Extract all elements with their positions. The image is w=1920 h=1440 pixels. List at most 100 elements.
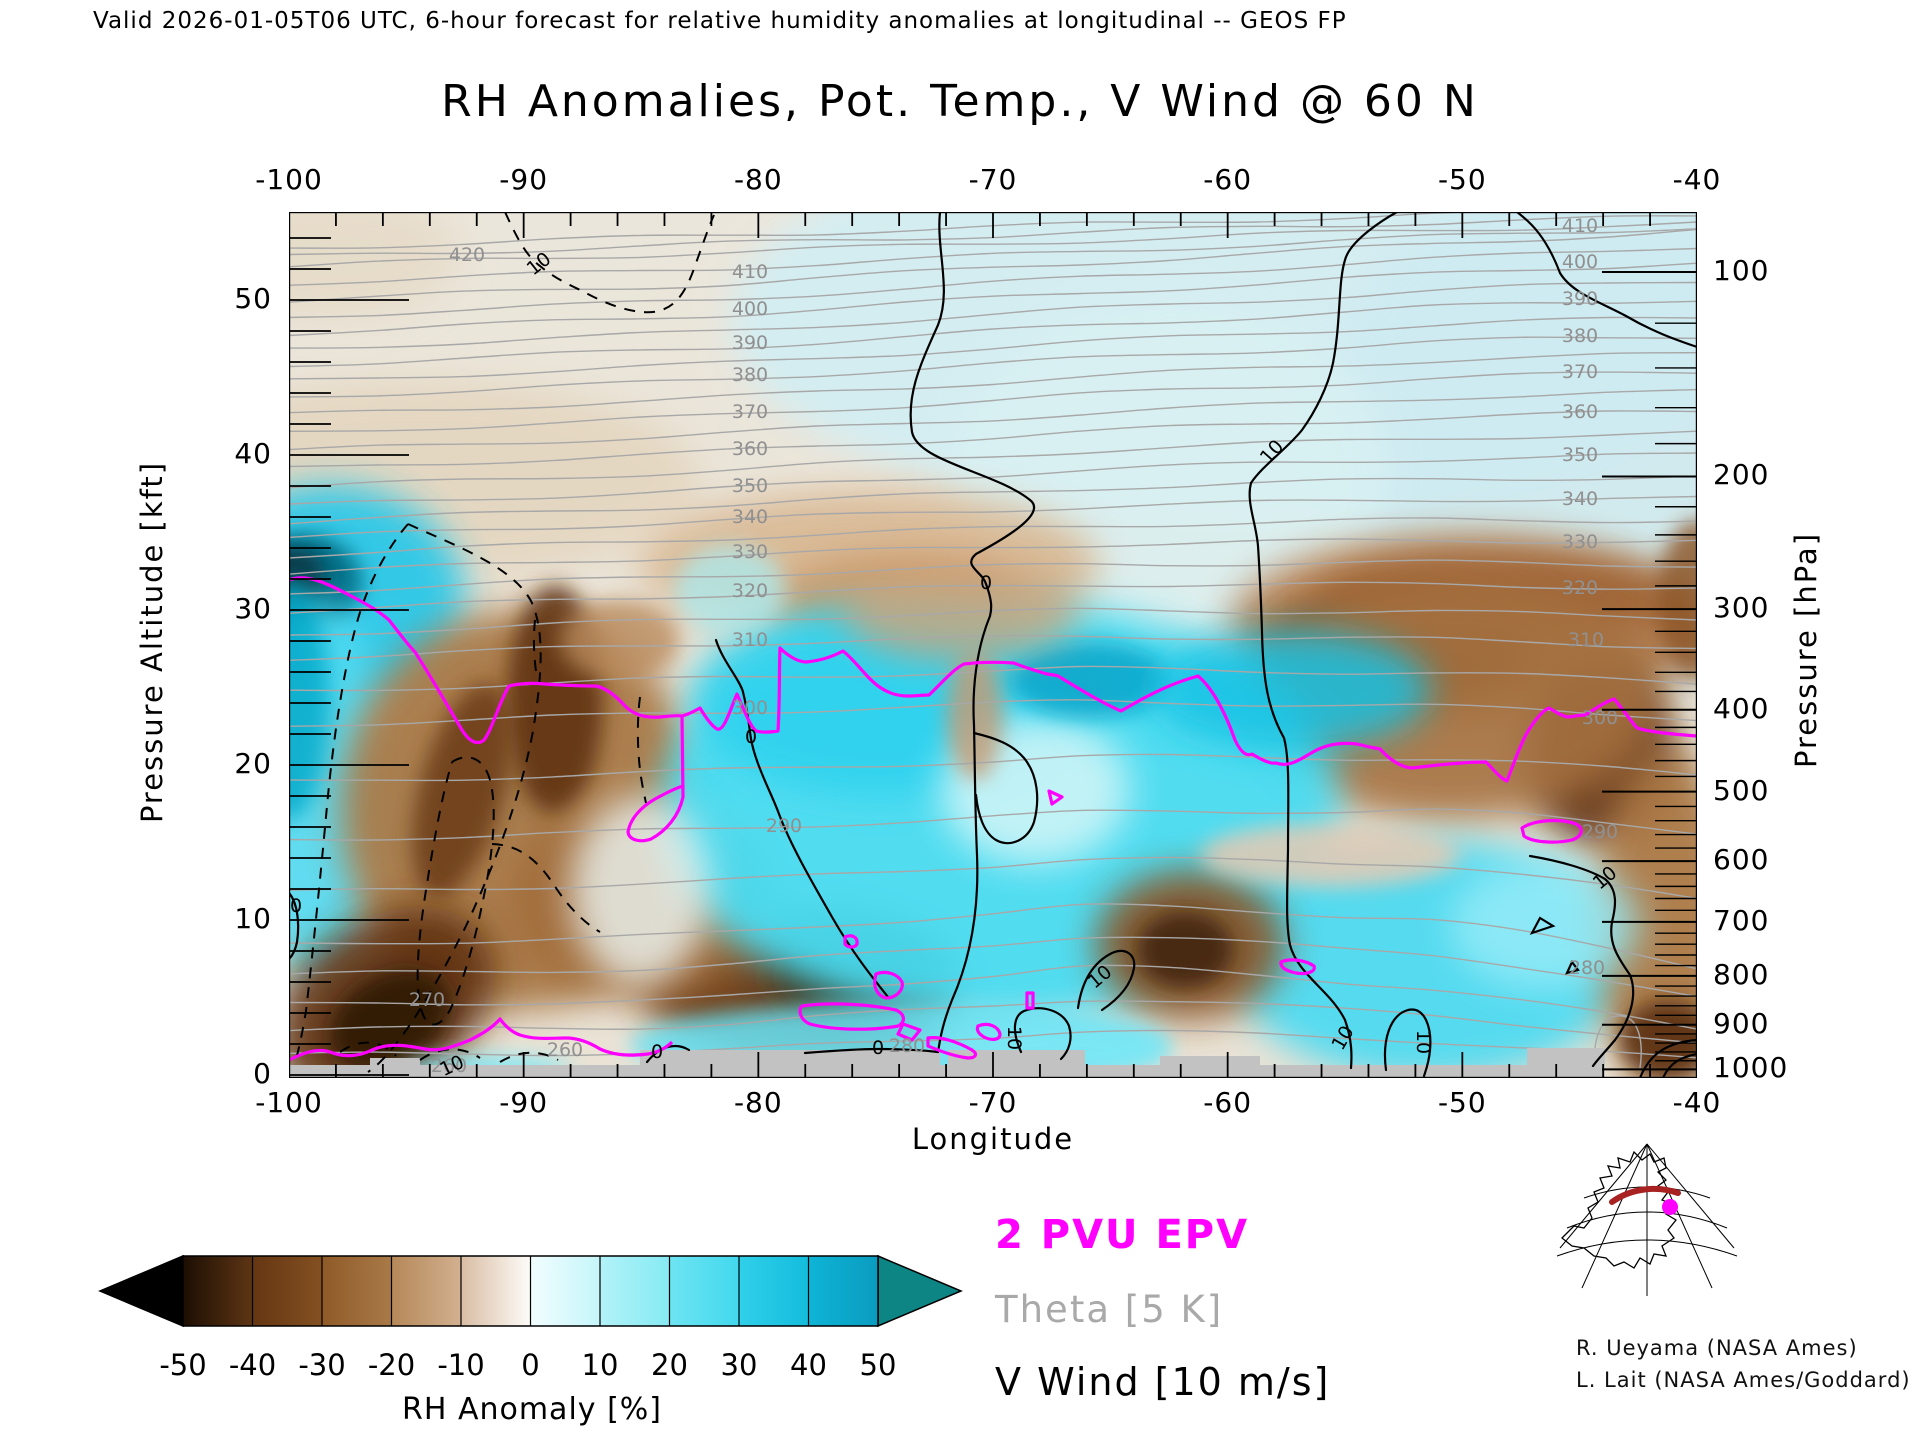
y-right-tick-label: 100 [1713, 254, 1770, 287]
x-tick-label-bottom: -50 [1437, 1086, 1487, 1119]
rh-anomaly-fill-blob [1150, 630, 1430, 750]
x-tick-label-top: -50 [1437, 163, 1487, 196]
svg-text:350: 350 [732, 475, 768, 497]
credit-line-1: R. Ueyama (NASA Ames) [1576, 1336, 1858, 1360]
svg-text:0: 0 [980, 572, 992, 594]
y-right-tick-label: 200 [1713, 458, 1770, 492]
svg-text:390: 390 [732, 332, 768, 354]
svg-text:330: 330 [1562, 531, 1598, 553]
epv-contour [289, 576, 1697, 1062]
x-tick-label-top: -100 [255, 163, 323, 196]
x-tick-label-bottom: -40 [1672, 1086, 1722, 1119]
svg-text:360: 360 [732, 438, 768, 460]
rh-anomaly-fill-blob [1450, 860, 1640, 990]
y-left-tick-label: 40 [234, 437, 272, 470]
colorbar-title: RH Anomaly [%] [402, 1392, 662, 1427]
x-tick-label-bottom: -90 [499, 1086, 549, 1119]
svg-text:380: 380 [732, 364, 768, 386]
svg-text:10: 10 [1412, 1030, 1434, 1054]
svg-text:370: 370 [1562, 361, 1598, 383]
colorbar-tick-label: 30 [720, 1348, 758, 1382]
rh-anomaly-fill-blob [329, 969, 451, 1071]
map-location-dot [1662, 1199, 1678, 1215]
y-right-tick-label: 900 [1713, 1006, 1770, 1040]
svg-text:380: 380 [1562, 325, 1598, 347]
svg-text:370: 370 [732, 401, 768, 423]
cross-section-plot: 420 410 400 390 380 370 360 350 340 330 320 310 300 2… [289, 212, 1697, 1078]
svg-text:260: 260 [431, 1055, 467, 1077]
svg-text:0: 0 [745, 726, 757, 748]
svg-text:320: 320 [1562, 577, 1598, 599]
svg-text:300: 300 [732, 697, 768, 719]
y-right-tick-label: 400 [1713, 691, 1770, 725]
y-left-tick-label: 50 [234, 282, 272, 315]
svg-text:330: 330 [732, 541, 768, 563]
location-inset-map [1556, 1143, 1738, 1296]
svg-text:0: 0 [290, 895, 302, 917]
rh-anomaly-fill-blob [1010, 642, 1170, 718]
colorbar-right-arrow [877, 1254, 963, 1328]
plot-title: RH Anomalies, Pot. Temp., V Wind @ 60 N [441, 76, 1479, 127]
y-right-tick-label: 1000 [1713, 1051, 1789, 1085]
svg-text:10: 10 [1003, 1026, 1025, 1050]
svg-text:270: 270 [409, 989, 445, 1011]
rh-anomaly-fill-blob [1657, 520, 1697, 680]
map-cross-section-track [1609, 1185, 1681, 1205]
x-tick-label-bottom: -70 [968, 1086, 1018, 1119]
y-right-tick-label: 700 [1713, 903, 1770, 937]
colorbar [98, 1254, 963, 1328]
svg-text:290: 290 [766, 815, 802, 837]
x-tick-label-top: -90 [499, 163, 549, 196]
bottom-axis-title: Longitude [911, 1122, 1075, 1156]
rh-anomaly-fill-blob [1137, 912, 1233, 988]
vwind-contours-dashed [294, 212, 715, 1073]
svg-text:420: 420 [449, 244, 485, 266]
colorbar-tick-label: 0 [521, 1348, 540, 1382]
svg-text:340: 340 [1562, 488, 1598, 510]
y-right-tick-label: 300 [1713, 591, 1770, 625]
colorbar-tick-label: 10 [581, 1348, 619, 1382]
svg-text:300: 300 [1582, 707, 1618, 729]
x-tick-label-top: -60 [1203, 163, 1253, 196]
svg-text:280: 280 [889, 1035, 925, 1057]
colorbar-tick-label: -50 [159, 1348, 207, 1382]
svg-text:320: 320 [732, 580, 768, 602]
svg-text:310: 310 [732, 629, 768, 651]
rh-anomaly-fill-blob [1200, 823, 1460, 887]
y-left-tick-label: 30 [234, 592, 272, 625]
legend-theta: Theta [5 K] [995, 1288, 1224, 1331]
colorbar-tick-label: -30 [298, 1348, 346, 1382]
rh-anomaly-fill-blob [570, 795, 710, 985]
colorbar-left-arrow [98, 1254, 184, 1328]
valid-header: Valid 2026-01-05T06 UTC, 6-hour forecast… [93, 8, 1347, 34]
theta-contour-labels: 420 410 400 390 380 370 360 350 340 330 320 310 300 2… [409, 215, 1618, 1077]
svg-text:410: 410 [1562, 215, 1598, 237]
svg-text:390: 390 [1562, 288, 1598, 310]
svg-text:290: 290 [1582, 821, 1618, 843]
rh-anomaly-fill-blob [675, 545, 785, 635]
x-tick-label-top: -80 [733, 163, 783, 196]
colorbar-tick-label: 40 [790, 1348, 827, 1382]
rh-anomaly-fill-blob [840, 560, 1080, 660]
svg-text:400: 400 [732, 298, 768, 320]
rh-anomaly-fill-blob [560, 600, 680, 680]
map-coastline [1561, 1150, 1677, 1269]
axis-ticks [289, 212, 1697, 1078]
credit-line-2: L. Lait (NASA Ames/Goddard) [1576, 1368, 1911, 1392]
colorbar-tick-label: -40 [228, 1348, 277, 1382]
legend-epv: 2 PVU EPV [995, 1212, 1250, 1258]
y-left-tick-label: 0 [253, 1057, 272, 1090]
y-right-tick-label: 600 [1713, 843, 1770, 877]
rh-anomaly-fill-blob [289, 580, 329, 820]
colorbar-tick-label: 20 [651, 1348, 688, 1382]
svg-text:360: 360 [1562, 401, 1598, 423]
x-tick-label-bottom: -60 [1203, 1086, 1253, 1119]
colorbar-tick-label: 50 [859, 1348, 897, 1382]
colorbar-tick-label: -10 [437, 1348, 485, 1382]
legend-vwind: V Wind [10 m/s] [995, 1360, 1331, 1404]
svg-text:280: 280 [1569, 957, 1605, 979]
x-tick-label-top: -40 [1672, 163, 1722, 196]
left-axis-title: Pressure Altitude [kft] [135, 460, 169, 824]
x-tick-label-top: -70 [968, 163, 1018, 196]
